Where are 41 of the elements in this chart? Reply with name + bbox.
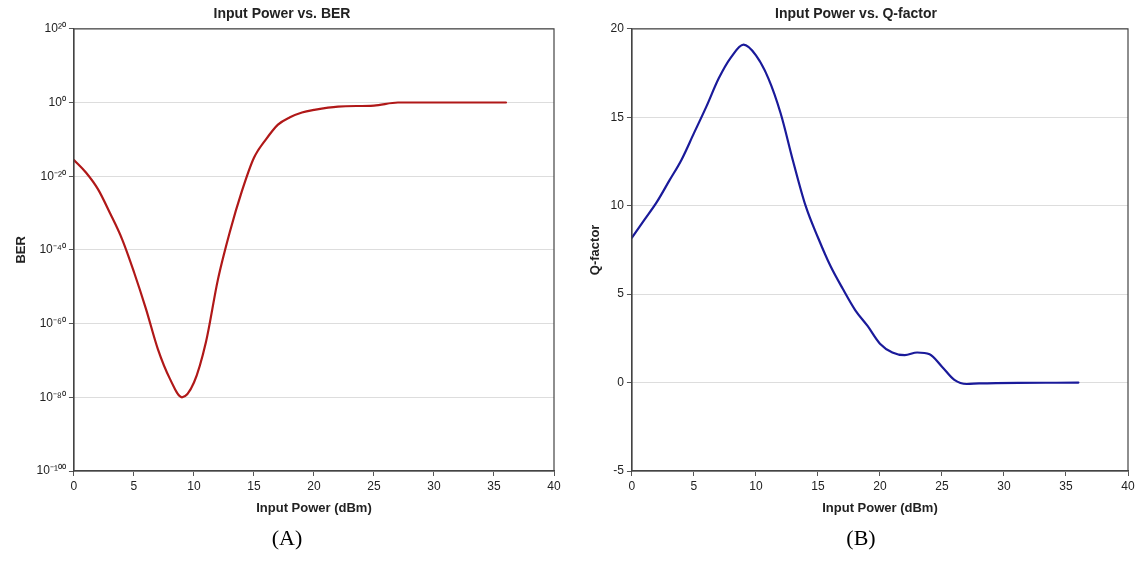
y-tick-label: 20 bbox=[610, 21, 625, 36]
y-tick-label: 10⁻²⁰ bbox=[40, 168, 66, 183]
chart-title: Input Power vs. Q-factor bbox=[775, 5, 938, 22]
x-tick-label: 40 bbox=[547, 478, 561, 493]
line-series bbox=[73, 101, 508, 399]
x-tick-label: 15 bbox=[811, 478, 825, 493]
y-tick-label: 10⁻⁴⁰ bbox=[39, 242, 66, 257]
y-tick-label: 5 bbox=[617, 286, 625, 301]
x-tick-label: 35 bbox=[487, 478, 501, 493]
chart-title: Input Power vs. BER bbox=[213, 5, 351, 22]
y-tick-label: 10⁻⁶⁰ bbox=[39, 315, 66, 330]
x-tick-label: 25 bbox=[367, 478, 381, 493]
x-tick-label: 15 bbox=[247, 478, 261, 493]
x-axis-title: Input Power (dBm) bbox=[822, 499, 938, 515]
x-tick-label: 0 bbox=[70, 478, 78, 493]
x-tick-label: 25 bbox=[935, 478, 949, 493]
y-axis-title: BER bbox=[13, 235, 29, 264]
y-tick-label: 10⁻¹⁰⁰ bbox=[36, 463, 66, 478]
text: (A) bbox=[270, 525, 304, 551]
x-tick-label: 10 bbox=[749, 478, 763, 493]
x-tick-label: 5 bbox=[130, 478, 138, 493]
y-tick-label: 10²⁰ bbox=[44, 21, 66, 36]
x-tick-label: 30 bbox=[997, 478, 1011, 493]
x-tick-label: 10 bbox=[187, 478, 201, 493]
x-tick-label: 40 bbox=[1121, 478, 1135, 493]
x-tick-label: 30 bbox=[427, 478, 441, 493]
y-tick-label: 15 bbox=[610, 109, 625, 124]
x-tick-label: 20 bbox=[307, 478, 321, 493]
y-tick-label: 10 bbox=[610, 197, 625, 212]
x-tick-label: 0 bbox=[628, 478, 636, 493]
y-axis-title: Q-factor bbox=[587, 224, 603, 276]
x-tick-label: 20 bbox=[873, 478, 887, 493]
text: (B) bbox=[845, 525, 877, 551]
y-tick-label: -5 bbox=[613, 463, 625, 478]
line-series bbox=[631, 43, 1080, 386]
x-tick-label: 5 bbox=[690, 478, 698, 493]
y-tick-label: 10⁻⁸⁰ bbox=[39, 389, 66, 404]
y-tick-label: 10⁰ bbox=[48, 94, 66, 109]
x-tick-label: 35 bbox=[1059, 478, 1073, 493]
y-tick-label: 0 bbox=[617, 374, 625, 389]
x-axis-title: Input Power (dBm) bbox=[256, 499, 372, 515]
